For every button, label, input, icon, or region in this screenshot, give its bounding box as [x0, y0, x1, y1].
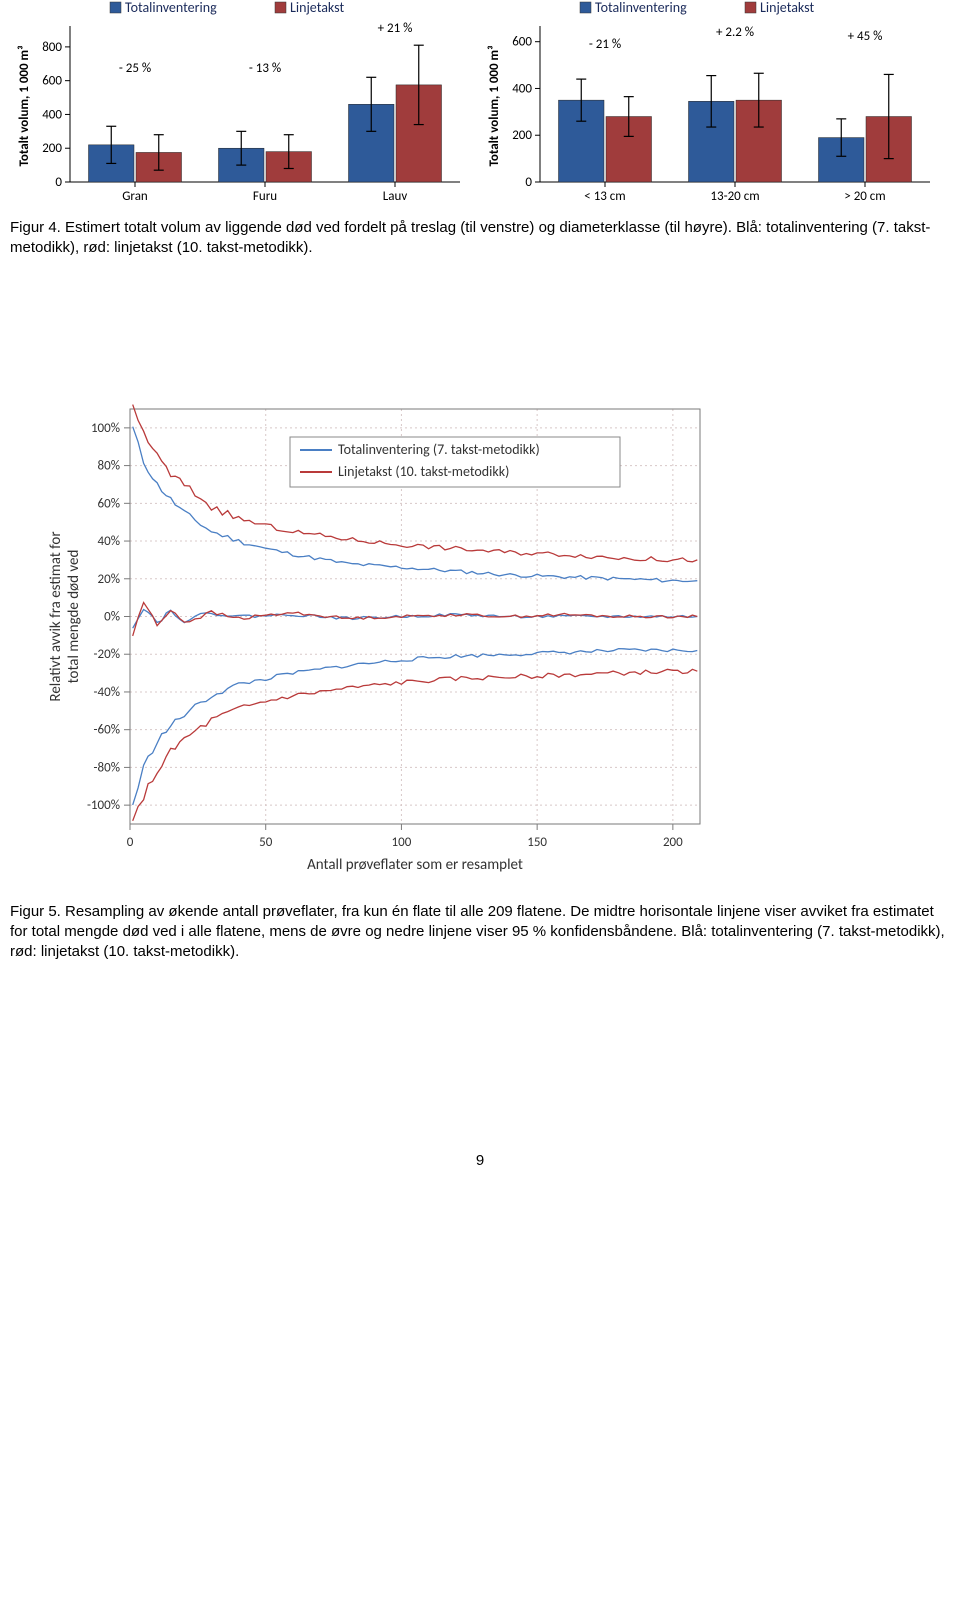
svg-text:800: 800	[42, 40, 62, 55]
svg-text:-20%: -20%	[94, 647, 120, 662]
svg-text:- 25 %: - 25 %	[119, 61, 151, 76]
svg-text:50: 50	[259, 835, 273, 850]
svg-text:total mengde død ved: total mengde død ved	[65, 549, 83, 683]
svg-text:-60%: -60%	[94, 722, 120, 737]
svg-text:Gran: Gran	[122, 189, 148, 204]
svg-text:60%: 60%	[98, 496, 120, 511]
svg-text:Antall prøveflater som er resa: Antall prøveflater som er resamplet	[307, 856, 523, 874]
svg-text:-40%: -40%	[94, 684, 120, 699]
svg-text:400: 400	[512, 81, 532, 96]
svg-text:Linjetakst: Linjetakst	[290, 0, 344, 16]
svg-text:Totalinventering (7. takst-met: Totalinventering (7. takst-metodikk)	[338, 441, 540, 458]
bar-chart-right: Totalinventering Linjetakst 0 200 400 600 Tota…	[480, 0, 940, 214]
svg-text:> 20 cm: > 20 cm	[844, 189, 885, 204]
svg-text:0: 0	[525, 175, 532, 190]
svg-text:200: 200	[663, 835, 683, 850]
svg-text:13-20 cm: 13-20 cm	[710, 189, 759, 204]
svg-text:+ 21 %: + 21 %	[378, 21, 413, 36]
svg-text:600: 600	[512, 35, 532, 50]
svg-text:< 13 cm: < 13 cm	[584, 189, 625, 204]
svg-text:Linjetakst (10. takst-metodikk: Linjetakst (10. takst-metodikk)	[338, 463, 509, 480]
svg-text:0%: 0%	[104, 609, 120, 624]
svg-text:Totalt volum, 1 000 m³: Totalt volum, 1 000 m³	[17, 46, 32, 167]
line-chart: -100% -80% -60% -40% -20% 0% 20% 40% 60% 80% 100% 0…	[0, 399, 960, 883]
svg-text:Furu: Furu	[253, 189, 277, 204]
svg-text:+ 2.2 %: + 2.2 %	[716, 25, 754, 40]
svg-text:Totalinventering: Totalinventering	[125, 0, 217, 16]
page-number: 9	[0, 972, 960, 1189]
svg-text:100: 100	[392, 835, 412, 850]
svg-text:Linjetakst: Linjetakst	[760, 0, 814, 16]
svg-text:200: 200	[512, 128, 532, 143]
svg-text:+ 45 %: + 45 %	[848, 29, 883, 44]
bar-chart-left: Totalinventering Linjetakst 0 200 400 600 800 T…	[10, 0, 470, 214]
svg-text:600: 600	[42, 74, 62, 89]
svg-text:40%: 40%	[98, 534, 120, 549]
svg-text:200: 200	[42, 141, 62, 156]
svg-text:400: 400	[42, 107, 62, 122]
svg-text:Totalt volum, 1 000 m³: Totalt volum, 1 000 m³	[487, 46, 502, 167]
svg-text:Lauv: Lauv	[383, 189, 408, 204]
svg-text:Totalinventering: Totalinventering	[595, 0, 687, 16]
svg-text:- 13 %: - 13 %	[249, 61, 281, 76]
svg-text:0: 0	[55, 175, 62, 190]
figure5-caption: Figur 5. Resampling av økende antall prø…	[0, 898, 960, 973]
svg-text:Relativt avvik fra estimat for: Relativt avvik fra estimat for	[47, 531, 65, 701]
svg-text:100%: 100%	[91, 420, 120, 435]
svg-text:20%: 20%	[98, 571, 120, 586]
svg-text:80%: 80%	[98, 458, 120, 473]
figure4-caption: Figur 4. Estimert totalt volum av liggen…	[0, 214, 960, 269]
svg-text:-80%: -80%	[94, 760, 120, 775]
svg-text:0: 0	[127, 835, 134, 850]
svg-text:- 21 %: - 21 %	[589, 37, 621, 52]
svg-text:-100%: -100%	[87, 798, 120, 813]
svg-text:150: 150	[527, 835, 547, 850]
